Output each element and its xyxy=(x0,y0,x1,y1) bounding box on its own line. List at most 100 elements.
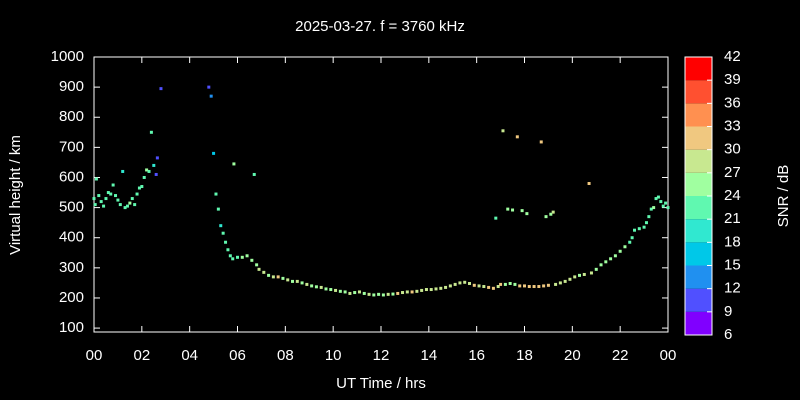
data-point xyxy=(252,172,256,176)
colorbar-tick-label: 27 xyxy=(724,164,741,181)
data-point xyxy=(99,200,103,204)
data-point xyxy=(568,277,572,281)
data-point xyxy=(644,221,648,225)
data-point xyxy=(114,194,118,198)
data-point xyxy=(537,285,541,289)
data-point xyxy=(551,210,555,214)
data-point xyxy=(276,275,280,279)
data-point xyxy=(305,282,309,286)
data-point xyxy=(353,291,357,295)
data-point xyxy=(147,169,151,173)
data-point xyxy=(429,288,433,292)
data-point xyxy=(111,183,115,187)
data-point xyxy=(357,290,361,294)
data-point xyxy=(415,289,419,293)
colorbar-segment xyxy=(685,242,712,266)
x-tick-label: 00 xyxy=(86,347,103,364)
data-point xyxy=(135,192,139,196)
data-point xyxy=(133,203,137,207)
data-point xyxy=(647,215,651,219)
data-point xyxy=(104,197,108,201)
data-point xyxy=(630,236,634,240)
colorbar-tick-label: 39 xyxy=(724,71,741,88)
colorbar-tick-label: 42 xyxy=(724,48,741,65)
data-point xyxy=(410,290,414,294)
data-point xyxy=(503,282,507,286)
data-point xyxy=(527,285,531,289)
data-point xyxy=(310,284,314,288)
data-point xyxy=(152,163,156,167)
y-tick-label: 1000 xyxy=(51,48,84,65)
data-point xyxy=(236,255,239,259)
data-point xyxy=(319,285,323,289)
data-point xyxy=(499,282,503,286)
data-point xyxy=(142,175,146,179)
colorbar-segment xyxy=(685,103,712,127)
data-point xyxy=(106,191,110,195)
data-point xyxy=(666,206,670,210)
data-point xyxy=(525,212,529,216)
data-point xyxy=(477,284,481,288)
data-point xyxy=(377,292,381,296)
data-point xyxy=(496,285,500,289)
data-point xyxy=(599,263,603,267)
data-point xyxy=(137,186,141,190)
data-point xyxy=(633,228,637,232)
data-point xyxy=(250,258,254,262)
data-point xyxy=(334,288,338,292)
data-point xyxy=(324,287,328,291)
data-point xyxy=(523,284,526,288)
colorbar-tick-label: 24 xyxy=(724,187,741,204)
data-point xyxy=(125,204,129,208)
x-tick-label: 16 xyxy=(468,347,485,364)
data-point xyxy=(420,288,424,292)
data-point xyxy=(118,203,122,207)
data-point xyxy=(563,279,567,283)
data-point xyxy=(511,208,515,212)
data-point xyxy=(434,287,438,291)
data-point xyxy=(558,281,562,285)
data-point xyxy=(573,275,577,279)
data-point xyxy=(154,172,158,176)
data-point xyxy=(224,240,228,244)
colorbar-tick-label: 18 xyxy=(724,233,741,250)
data-point xyxy=(92,197,96,201)
colorbar-tick-label: 33 xyxy=(724,117,741,134)
chart-title: 2025-03-27. f = 3760 kHz xyxy=(295,18,465,35)
data-point xyxy=(372,293,376,297)
data-point xyxy=(494,216,498,220)
y-tick-label: 700 xyxy=(59,138,84,155)
colorbar-label: SNR / dB xyxy=(775,165,792,228)
data-point xyxy=(589,271,593,275)
data-point xyxy=(654,197,658,201)
data-point xyxy=(508,282,512,286)
data-point xyxy=(245,254,249,258)
y-tick-label: 500 xyxy=(59,199,84,216)
colorbar-tick-label: 15 xyxy=(724,256,741,273)
data-point xyxy=(546,283,550,287)
data-point xyxy=(401,291,405,295)
colorbar-segment xyxy=(685,219,712,243)
data-point xyxy=(386,292,390,296)
y-tick-label: 200 xyxy=(59,289,84,306)
x-tick-label: 08 xyxy=(277,347,294,364)
data-point xyxy=(116,198,120,202)
data-point xyxy=(539,140,543,144)
data-point xyxy=(128,201,132,205)
data-point xyxy=(396,291,400,295)
data-point xyxy=(582,272,586,276)
data-point xyxy=(453,282,457,286)
data-point xyxy=(221,231,225,235)
y-tick-label: 400 xyxy=(59,229,84,246)
data-point xyxy=(94,177,98,181)
data-point xyxy=(487,285,491,289)
data-point xyxy=(664,201,668,205)
data-point xyxy=(291,279,295,283)
data-point xyxy=(472,283,476,287)
data-point xyxy=(501,129,505,133)
data-point xyxy=(130,197,134,201)
y-tick-label: 100 xyxy=(59,319,84,336)
data-point xyxy=(491,286,495,290)
